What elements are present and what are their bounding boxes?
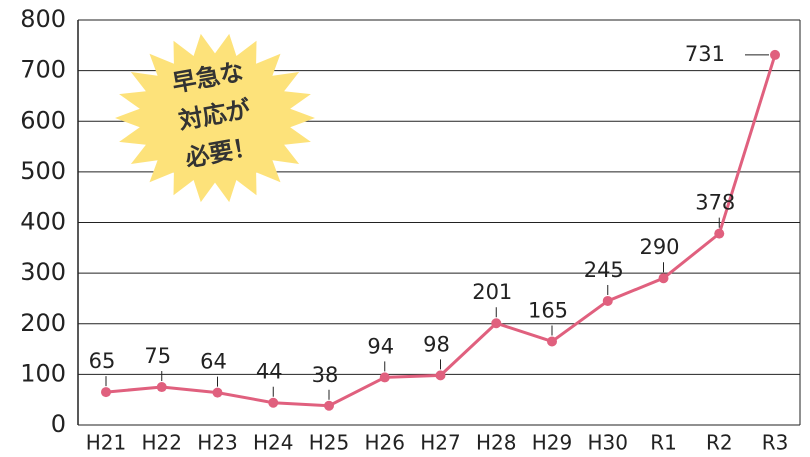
y-tick-label: 500 xyxy=(20,157,66,185)
x-tick-label: H30 xyxy=(588,431,629,455)
value-label: 44 xyxy=(256,360,283,384)
point xyxy=(491,318,501,328)
y-tick-label: 200 xyxy=(20,309,66,337)
point xyxy=(101,387,111,397)
y-tick-label: 600 xyxy=(20,106,66,134)
y-tick-label: 300 xyxy=(20,258,66,286)
x-tick-label: H29 xyxy=(532,431,573,455)
x-tick-label: R3 xyxy=(762,431,789,455)
value-label: 98 xyxy=(423,332,450,356)
value-label: 165 xyxy=(528,298,568,322)
point xyxy=(547,336,557,346)
value-label: 65 xyxy=(89,349,116,373)
value-label: 94 xyxy=(367,334,394,358)
value-label: 731 xyxy=(685,42,725,66)
value-label: 38 xyxy=(312,363,339,387)
y-tick-label: 0 xyxy=(51,410,66,438)
point xyxy=(157,382,167,392)
y-tick-label: 400 xyxy=(20,208,66,236)
value-label: 201 xyxy=(472,280,512,304)
point xyxy=(213,388,223,398)
x-tick-label: H22 xyxy=(142,431,183,455)
value-label: 75 xyxy=(144,344,171,368)
value-label: 290 xyxy=(639,235,679,259)
value-label: 378 xyxy=(695,191,735,215)
point xyxy=(380,372,390,382)
value-label: 245 xyxy=(584,258,624,282)
point xyxy=(603,296,613,306)
x-tick-label: H24 xyxy=(253,431,294,455)
y-tick-label: 800 xyxy=(20,5,66,33)
x-tick-label: H27 xyxy=(420,431,461,455)
value-label: 64 xyxy=(200,350,227,374)
x-tick-label: H28 xyxy=(476,431,517,455)
x-tick-label: R2 xyxy=(706,431,733,455)
point xyxy=(770,50,780,60)
x-tick-label: H25 xyxy=(309,431,350,455)
y-tick-label: 700 xyxy=(20,56,66,84)
point xyxy=(714,229,724,239)
x-tick-label: R1 xyxy=(650,431,677,455)
x-tick-label: H26 xyxy=(365,431,406,455)
chart: 早急な 対応が 必要！ 0100200300400500600700800H21… xyxy=(0,0,810,457)
x-tick-label: H21 xyxy=(86,431,127,455)
point xyxy=(324,401,334,411)
point xyxy=(659,273,669,283)
point xyxy=(268,398,278,408)
x-tick-label: H23 xyxy=(197,431,238,455)
point xyxy=(436,370,446,380)
y-tick-label: 100 xyxy=(20,359,66,387)
